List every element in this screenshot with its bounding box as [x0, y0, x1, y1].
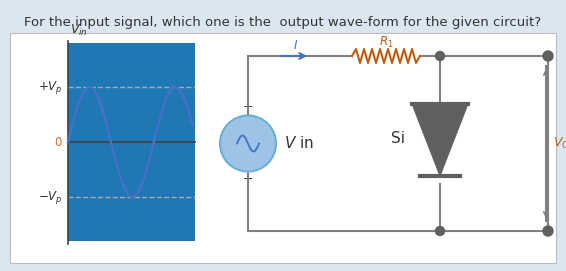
Text: Si: Si [391, 131, 405, 146]
Text: $V$ in: $V$ in [284, 136, 314, 151]
Text: For the input signal, which one is the  output wave-form for the given circuit?: For the input signal, which one is the o… [24, 16, 542, 29]
Text: $0$: $0$ [54, 136, 63, 149]
Text: $R_1$: $R_1$ [379, 35, 393, 50]
Circle shape [435, 227, 444, 235]
Circle shape [543, 226, 553, 236]
FancyBboxPatch shape [15, 38, 200, 246]
Text: +: + [243, 99, 254, 112]
FancyBboxPatch shape [10, 33, 556, 263]
Text: I: I [293, 39, 297, 52]
Circle shape [220, 115, 276, 172]
Bar [68, 43, 195, 241]
Text: $+V_p$: $+V_p$ [38, 79, 63, 95]
Circle shape [435, 51, 444, 60]
Text: $-V_p$: $-V_p$ [38, 189, 63, 205]
Circle shape [543, 51, 553, 61]
Text: −: − [243, 173, 253, 186]
Polygon shape [412, 104, 468, 176]
Text: $V_{in}$: $V_{in}$ [70, 23, 88, 38]
Text: $V_\mathrm{OUT}$: $V_\mathrm{OUT}$ [553, 136, 566, 151]
